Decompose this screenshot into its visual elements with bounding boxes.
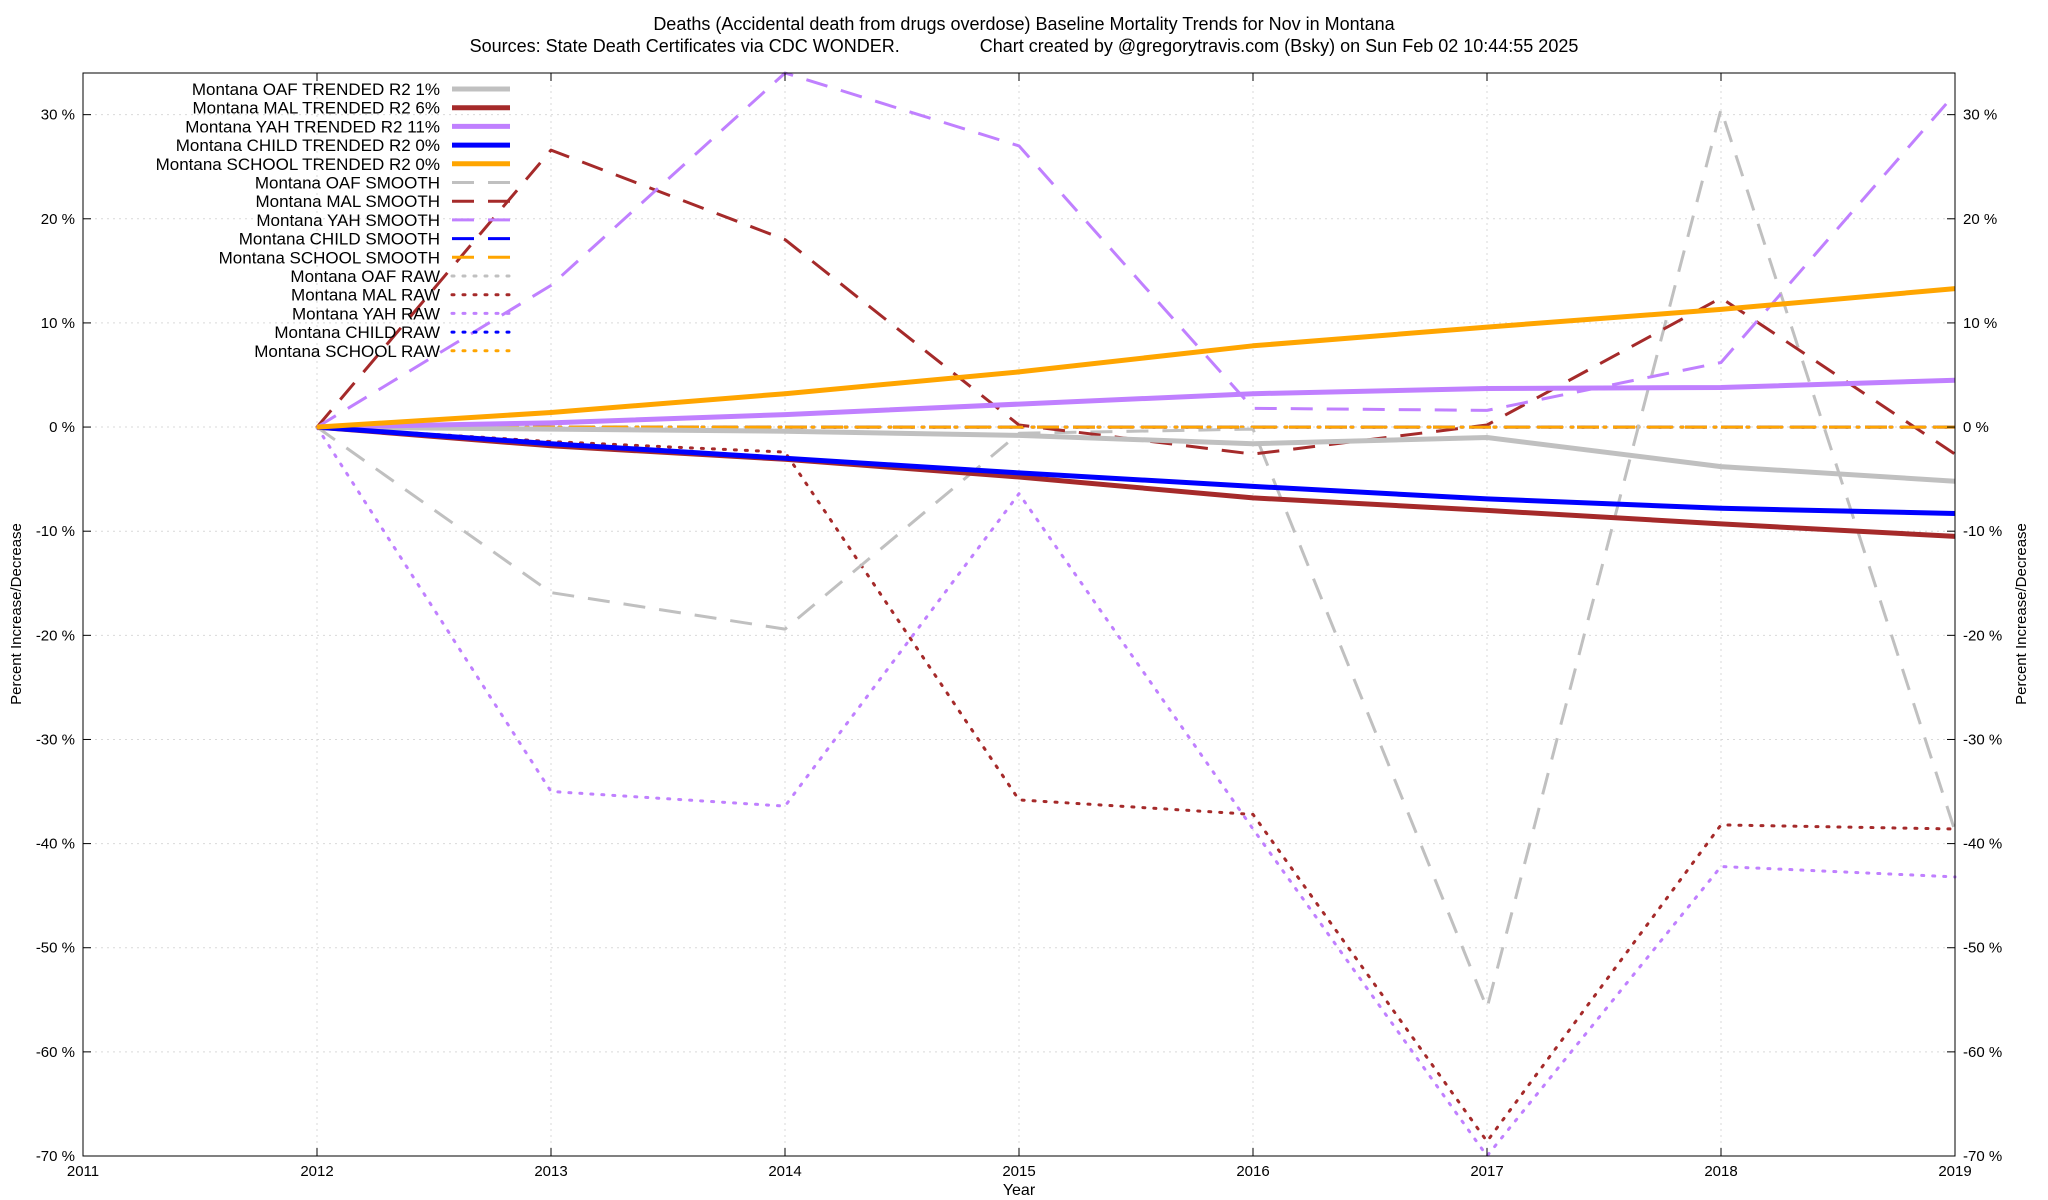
x-tick-label: 2012 bbox=[300, 1163, 333, 1180]
legend-label: Montana OAF TRENDED R2 1% bbox=[192, 80, 440, 99]
y2-tick-label: 10 % bbox=[1963, 315, 1997, 332]
x-tick-label: 2015 bbox=[1002, 1163, 1035, 1180]
y-tick-label: 30 % bbox=[41, 107, 75, 124]
legend-label: Montana MAL RAW bbox=[291, 286, 440, 305]
y2-tick-label: 0 % bbox=[1963, 419, 1989, 436]
series-line bbox=[316, 286, 1956, 430]
x-tick-label: 2011 bbox=[67, 1163, 99, 1180]
series-line bbox=[316, 107, 1957, 1010]
x-axis-label: Year bbox=[1003, 1182, 1036, 1199]
series-line bbox=[316, 377, 1956, 430]
y-tick-label: -30 % bbox=[36, 731, 75, 748]
y-tick-label: -40 % bbox=[36, 836, 75, 853]
legend-label: Montana MAL TRENDED R2 6% bbox=[192, 99, 440, 118]
y2-tick-label: -30 % bbox=[1963, 731, 2002, 748]
series-line bbox=[316, 71, 1957, 429]
series-line bbox=[316, 424, 1956, 516]
x-tick-label: 2017 bbox=[1470, 1163, 1503, 1180]
y-tick-label: -50 % bbox=[36, 940, 75, 957]
y2-tick-label: -50 % bbox=[1963, 940, 2002, 957]
y2-tick-label: -70 % bbox=[1963, 1148, 2002, 1165]
legend-label: Montana YAH SMOOTH bbox=[256, 211, 440, 230]
chart-subtitle: Sources: State Death Certificates via CD… bbox=[470, 36, 1579, 56]
chart-title: Deaths (Accidental death from drugs over… bbox=[653, 14, 1395, 34]
series-line bbox=[315, 425, 1957, 1158]
y2-axis-label: Percent Increase/Decrease bbox=[2013, 523, 2030, 705]
legend-label: Montana SCHOOL RAW bbox=[254, 342, 440, 361]
y2-tick-label: -60 % bbox=[1963, 1044, 2002, 1061]
y-tick-label: -60 % bbox=[36, 1044, 75, 1061]
y2-tick-label: -20 % bbox=[1963, 627, 2002, 644]
x-tick-label: 2018 bbox=[1704, 1163, 1737, 1180]
axis-ticks: 30 % 30 % 20 % 20 % 10 % 10 % 0 % 0 % -10 % -10 %… bbox=[36, 73, 2002, 1180]
legend-label: Montana SCHOOL TRENDED R2 0% bbox=[156, 155, 440, 174]
y-tick-label: -70 % bbox=[36, 1148, 75, 1165]
y-tick-label: 10 % bbox=[41, 315, 75, 332]
y-axis-label: Percent Increase/Decrease bbox=[8, 523, 25, 705]
legend-label: Montana OAF RAW bbox=[290, 267, 440, 286]
legend-label: Montana MAL SMOOTH bbox=[255, 192, 440, 211]
series-line bbox=[316, 424, 1956, 484]
y2-tick-label: -40 % bbox=[1963, 836, 2002, 853]
y2-tick-label: 20 % bbox=[1963, 211, 1997, 228]
x-tick-label: 2014 bbox=[768, 1163, 801, 1180]
series-layer bbox=[315, 71, 1957, 1158]
y-tick-label: 0 % bbox=[49, 419, 75, 436]
y-tick-label: -10 % bbox=[36, 523, 75, 540]
series-line bbox=[315, 425, 1957, 1143]
x-tick-label: 2019 bbox=[1938, 1163, 1971, 1180]
legend-label: Montana YAH RAW bbox=[292, 304, 440, 323]
y2-tick-label: 30 % bbox=[1963, 107, 1997, 124]
legend-label: Montana CHILD TRENDED R2 0% bbox=[176, 136, 440, 155]
legend-label: Montana SCHOOL SMOOTH bbox=[219, 248, 440, 267]
series-line bbox=[315, 148, 1956, 456]
y-tick-label: -20 % bbox=[36, 627, 75, 644]
x-tick-label: 2016 bbox=[1236, 1163, 1269, 1180]
legend-label: Montana CHILD RAW bbox=[274, 323, 440, 342]
y-tick-label: 20 % bbox=[41, 211, 75, 228]
legend-label: Montana CHILD SMOOTH bbox=[239, 230, 440, 249]
legend-label: Montana YAH TRENDED R2 11% bbox=[185, 117, 440, 136]
legend: Montana OAF TRENDED R2 1%Montana MAL TRE… bbox=[156, 80, 512, 361]
x-tick-label: 2013 bbox=[534, 1163, 567, 1180]
legend-label: Montana OAF SMOOTH bbox=[255, 174, 440, 193]
y2-tick-label: -10 % bbox=[1963, 523, 2002, 540]
